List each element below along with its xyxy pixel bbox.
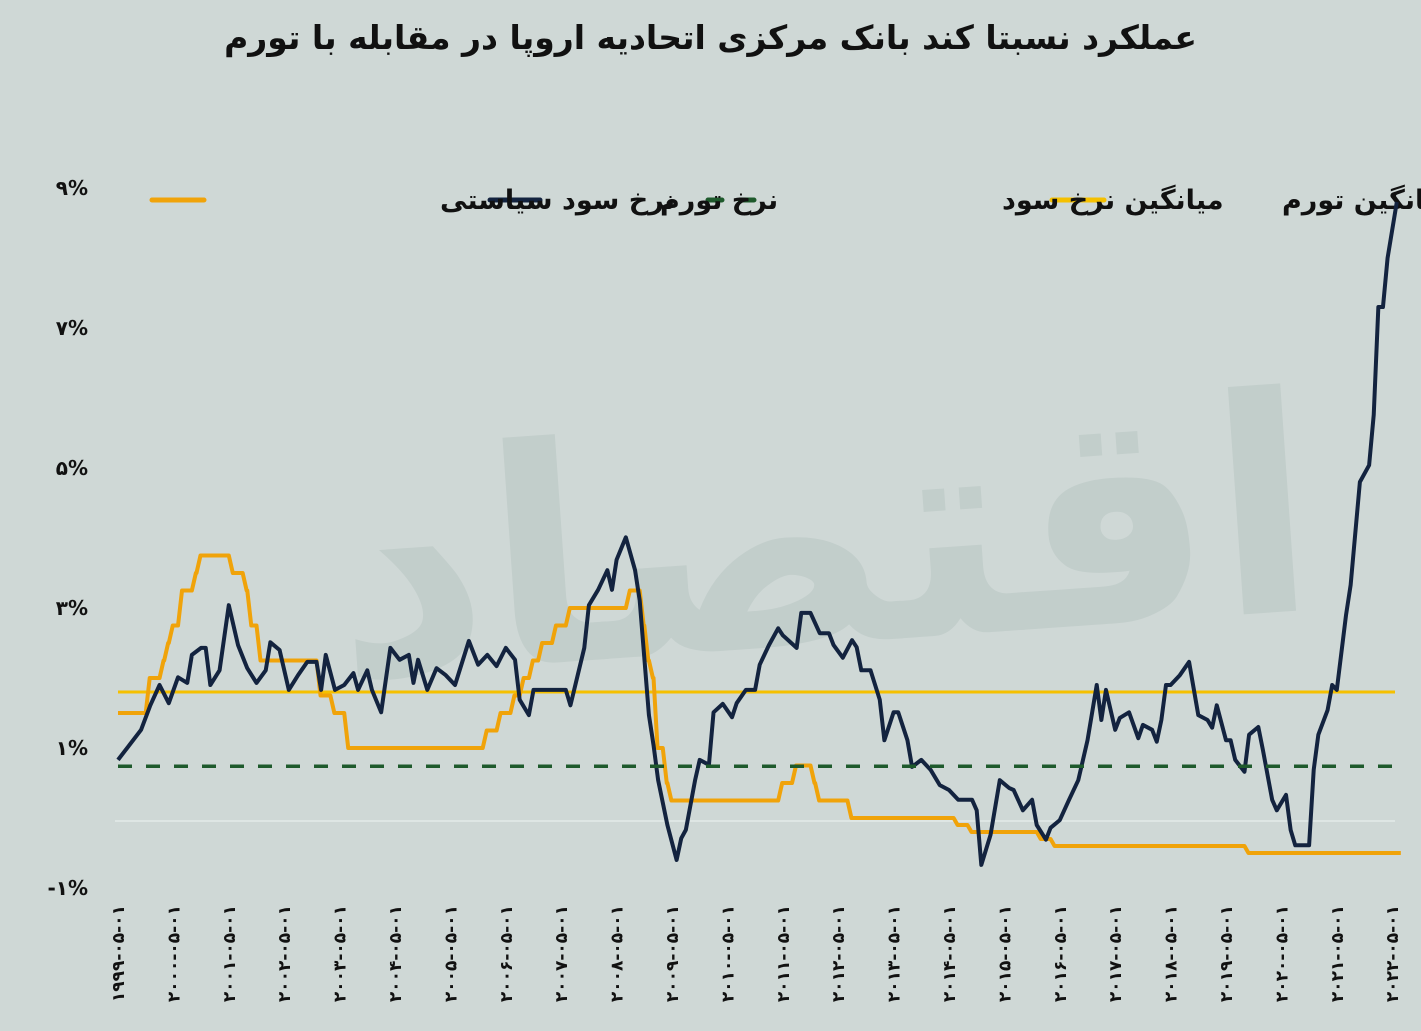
x-tick-label: ۲۰۲۰-۰۵-۰۱ (1272, 905, 1292, 1002)
x-axis: ۱۹۹۹-۰۵-۰۱ ۲۰۰۰-۰۵-۰۱ ۲۰۰۱-۰۵-۰۱ ۲۰۰۲-۰۵-۰۱… (109, 905, 1403, 1002)
x-tick-label: ۲۰۱۵-۰۵-۰۱ (995, 905, 1015, 1002)
x-tick-label: ۲۰۰۸-۰۵-۰۱ (608, 905, 628, 1002)
plot-area (116, 201, 1401, 867)
x-tick-label: ۲۰۰۵-۰۵-۰۱ (441, 905, 461, 1002)
y-axis: -۱% ۱% ۳% ۵% ۷% ۹% (47, 176, 88, 900)
x-tick-label: ۲۰۰۶-۰۵-۰۱ (497, 905, 517, 1002)
y-tick-label: ۷% (56, 316, 88, 340)
legend-label-avg-inflation: میانگین تورم (1282, 184, 1421, 216)
x-tick-label: ۲۰۰۱-۰۵-۰۱ (220, 905, 240, 1002)
x-tick-label: ۲۰۰۳-۰۵-۰۱ (331, 905, 351, 1002)
x-tick-label: ۲۰۰۲-۰۵-۰۱ (275, 905, 295, 1002)
y-tick-label: -۱% (47, 876, 88, 900)
x-tick-label: ۱۹۹۹-۰۵-۰۱ (109, 905, 129, 1002)
x-tick-label: ۲۰۱۴-۰۵-۰۱ (940, 905, 960, 1002)
x-tick-label: ۲۰۱۶-۰۵-۰۱ (1051, 905, 1071, 1002)
legend-label-avg-rate: میانگین نرخ سود (1002, 184, 1224, 216)
x-tick-label: ۲۰۰۴-۰۵-۰۱ (386, 905, 406, 1002)
x-tick-label: ۲۰۰۹-۰۵-۰۱ (663, 905, 683, 1002)
x-tick-label: ۲۰۱۹-۰۵-۰۱ (1217, 905, 1237, 1002)
y-tick-label: ۹% (56, 176, 88, 200)
policy-rate-line (118, 553, 1401, 855)
y-tick-label: ۱% (56, 736, 88, 760)
y-tick-label: ۵% (56, 456, 88, 480)
x-tick-label: ۲۰۰۷-۰۵-۰۱ (552, 905, 572, 1002)
x-tick-label: ۲۰۰۰-۰۵-۰۱ (164, 905, 184, 1002)
x-tick-label: ۲۰۱۰-۰۵-۰۱ (718, 905, 738, 1002)
legend-label-policy-rate: نرخ سود سیاستی (440, 185, 675, 216)
x-tick-label: ۲۰۱۱-۰۵-۰۱ (774, 905, 794, 1002)
legend-label-inflation: نرخ تورم (660, 185, 778, 216)
legend: میانگین تورم میانگین نرخ سود نرخ تورم نر… (149, 184, 1421, 216)
chart-title: عملکرد نسبتا کند بانک مرکزی اتحادیه اروپ… (224, 18, 1197, 57)
x-tick-label: ۲۰۱۳-۰۵-۰۱ (885, 905, 905, 1002)
x-tick-label: ۲۰۱۷-۰۵-۰۱ (1106, 905, 1126, 1002)
x-tick-label: ۲۰۱۲-۰۵-۰۱ (829, 905, 849, 1002)
x-tick-label: ۲۰۱۸-۰۵-۰۱ (1162, 905, 1182, 1002)
x-tick-label: ۲۰۲۲-۰۵-۰۱ (1383, 905, 1403, 1002)
x-tick-label: ۲۰۲۱-۰۵-۰۱ (1328, 905, 1348, 1002)
inflation-line (116, 201, 1399, 867)
y-tick-label: ۳% (56, 596, 88, 620)
